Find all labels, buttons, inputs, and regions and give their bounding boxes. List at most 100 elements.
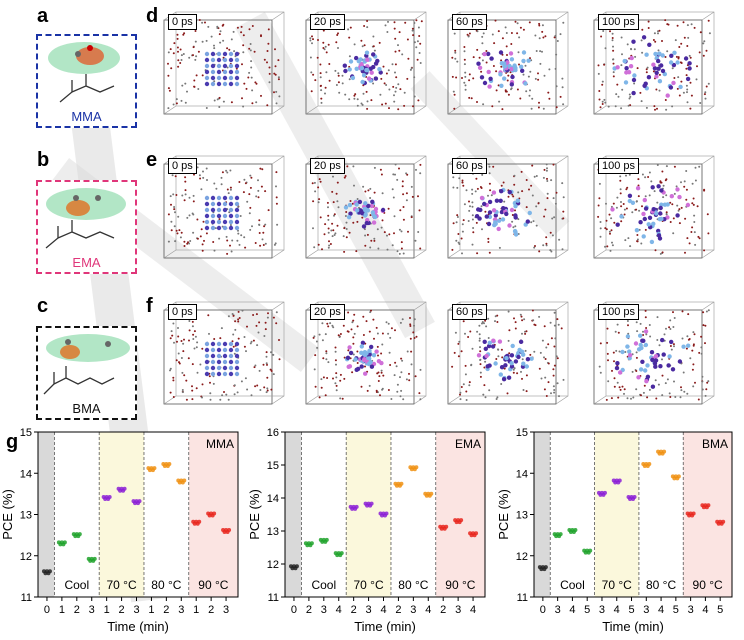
time-label: 20 ps: [310, 158, 345, 174]
time-label: 60 ps: [452, 158, 487, 174]
x-tick-label: 3: [455, 604, 461, 616]
y-tick-label: 12: [20, 551, 32, 563]
y-tick-label: 16: [267, 427, 279, 439]
time-label: 0 ps: [168, 14, 197, 30]
md-snapshot: 0 ps: [162, 10, 286, 116]
data-point: [324, 537, 329, 542]
y-tick-label: 14: [516, 468, 528, 480]
x-tick-label: 1: [148, 604, 154, 616]
molecule-name-bma: BMA: [72, 401, 101, 416]
y-tick-label: 15: [267, 460, 279, 472]
time-label: 20 ps: [310, 14, 345, 30]
panel-label-g: g: [6, 431, 19, 453]
x-tick-label: 2: [351, 604, 357, 616]
region-band: [301, 432, 347, 597]
y-axis-label: PCE (%): [0, 489, 15, 540]
data-point: [632, 495, 637, 499]
data-point: [294, 564, 299, 569]
molecule-structure-ema: [45, 188, 126, 249]
x-axis-label: Time (min): [107, 619, 169, 634]
md-snapshot: 60 ps: [446, 10, 570, 116]
md-snapshot: 60 ps: [446, 300, 570, 406]
data-point: [459, 518, 464, 523]
x-tick-label: 3: [89, 604, 95, 616]
time-label: 100 ps: [598, 158, 640, 174]
time-label: 60 ps: [452, 304, 487, 320]
molecule-structure-bma: [43, 334, 130, 395]
data-point: [617, 478, 622, 483]
data-point: [676, 474, 681, 479]
x-tick-label: 4: [470, 604, 476, 616]
molecule-name-ema: EMA: [72, 255, 101, 270]
y-tick-label: 15: [20, 427, 32, 439]
panel-label-a: a: [37, 5, 49, 27]
data-point: [706, 503, 711, 508]
time-label: 100 ps: [598, 304, 640, 320]
data-point: [227, 528, 232, 532]
x-tick-label: 3: [178, 604, 184, 616]
x-tick-label: 3: [688, 604, 694, 616]
region-label: 90 °C: [198, 578, 228, 592]
data-point: [137, 499, 142, 504]
x-tick-label: 4: [336, 604, 342, 616]
region-band: [285, 432, 302, 597]
molecule-box-mma: MMA: [36, 34, 137, 128]
x-tick-label: 3: [133, 604, 139, 616]
region-label: Cool: [64, 578, 89, 592]
chart-title: MMA: [206, 437, 234, 451]
region-band: [534, 432, 551, 597]
y-tick-label: 11: [21, 592, 32, 604]
panel-label-c: c: [37, 295, 49, 317]
chart-title: BMA: [702, 437, 728, 451]
data-point: [182, 478, 187, 483]
data-point: [429, 491, 434, 496]
region-band: [638, 432, 684, 597]
region-label: 80 °C: [646, 578, 676, 592]
x-tick-label: 1: [193, 604, 199, 616]
region-band: [54, 432, 100, 597]
x-tick-label: 5: [584, 604, 590, 616]
data-point: [354, 504, 359, 509]
y-tick-label: 14: [20, 468, 32, 480]
x-tick-label: 2: [440, 604, 446, 616]
x-tick-label: 0: [291, 604, 297, 616]
x-tick-label: 3: [223, 604, 229, 616]
region-label: 80 °C: [151, 578, 181, 592]
x-tick-label: 3: [643, 604, 649, 616]
x-tick-label: 3: [366, 604, 372, 616]
x-tick-label: 3: [410, 604, 416, 616]
region-label: 70 °C: [107, 578, 137, 592]
x-tick-label: 4: [658, 604, 664, 616]
molecule-name-mma: MMA: [71, 109, 102, 124]
panel-label-e: e: [146, 149, 158, 171]
y-tick-label: 13: [267, 526, 279, 538]
data-point: [647, 462, 652, 466]
data-point: [369, 501, 374, 506]
md-snapshot: 100 ps: [592, 10, 716, 116]
y-tick-label: 13: [516, 510, 528, 522]
data-point: [414, 465, 419, 470]
chart-title: EMA: [455, 437, 481, 451]
x-tick-label: 2: [119, 604, 125, 616]
y-tick-label: 12: [516, 551, 528, 563]
data-point: [399, 481, 404, 486]
region-label: 80 °C: [398, 578, 428, 592]
y-axis-label: PCE (%): [247, 489, 262, 540]
x-tick-label: 2: [74, 604, 80, 616]
time-label: 0 ps: [168, 304, 197, 320]
molecule-box-bma: BMA: [36, 326, 137, 420]
data-point: [384, 511, 389, 516]
data-point: [77, 532, 82, 537]
x-tick-label: 0: [540, 604, 546, 616]
data-point: [212, 511, 217, 516]
molecule-box-ema: EMA: [36, 180, 137, 274]
md-snapshot: 20 ps: [304, 10, 428, 116]
x-tick-label: 5: [717, 604, 723, 616]
x-tick-label: 4: [569, 604, 575, 616]
region-band: [594, 432, 639, 597]
x-tick-label: 3: [321, 604, 327, 616]
data-point: [167, 462, 172, 466]
time-label: 100 ps: [598, 14, 640, 30]
data-point: [152, 466, 157, 471]
y-tick-label: 13: [20, 510, 32, 522]
